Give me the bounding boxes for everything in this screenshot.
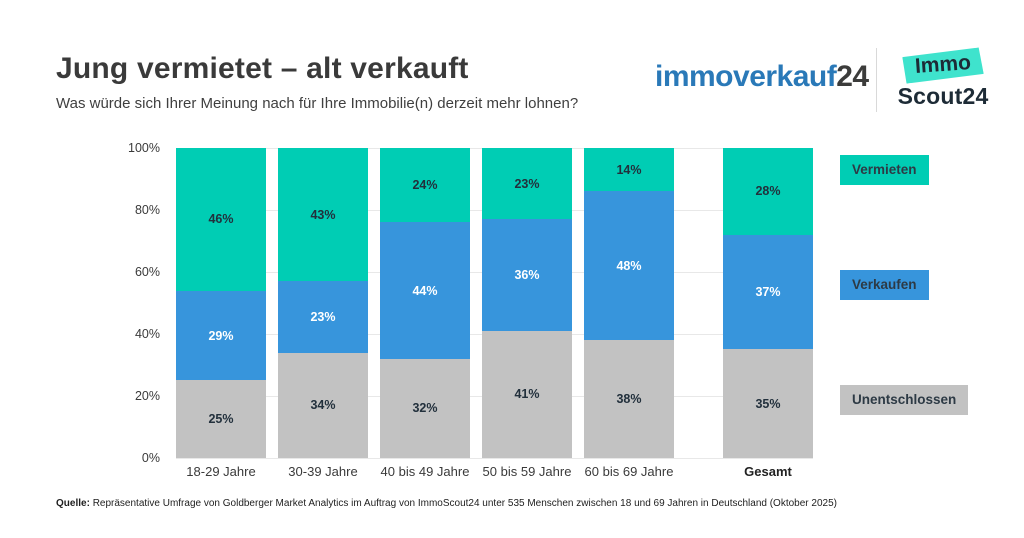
logo-divider (876, 48, 877, 112)
immoverkauf-logo-suffix: 24 (836, 60, 869, 93)
stacked-bar: 24% 44% 32% (380, 148, 470, 458)
stacked-bar: 14% 48% 38% (584, 148, 674, 458)
bar-segment-vermieten: 23% (482, 148, 572, 220)
segment-value-label: 32% (412, 401, 438, 416)
segment-value-label: 46% (208, 212, 234, 227)
legend-item-vermieten: Vermieten (840, 155, 929, 185)
plot-area: 46% 29% 25% 18-29 Jahre 43% 23% 34% 30-39 Jahre… (176, 148, 813, 479)
source-note: Quelle: Repräsentative Umfrage von Goldb… (56, 498, 976, 509)
y-axis-label: 100% (128, 141, 160, 155)
immoscout-logo-text: Scout24 (897, 83, 989, 109)
segment-value-label: 36% (514, 268, 540, 283)
y-axis-label: 60% (134, 265, 160, 279)
bar-segment-verkaufen: 23% (278, 281, 368, 353)
x-axis-label: Gesamt (744, 464, 792, 479)
legend-item-verkaufen: Verkaufen (840, 270, 929, 300)
stacked-bar: 28% 37% 35% (723, 148, 813, 458)
segment-value-label: 24% (412, 178, 438, 193)
bar-segment-unentschlossen: 38% (584, 340, 674, 458)
y-axis-label: 40% (134, 327, 160, 341)
immoscout24-logo: Immo Scout24 (888, 50, 998, 110)
y-axis-label: 20% (134, 389, 160, 403)
bar-segment-unentschlossen: 25% (176, 380, 266, 458)
bar-segment-verkaufen: 37% (723, 234, 813, 350)
bar-segment-vermieten: 46% (176, 148, 266, 291)
x-axis-label: 50 bis 59 Jahre (482, 464, 572, 479)
segment-value-label: 25% (208, 412, 234, 427)
bar-segment-vermieten: 14% (584, 148, 674, 192)
immoverkauf-logo-word: immoverkauf (655, 60, 837, 93)
bar-segment-verkaufen: 29% (176, 290, 266, 381)
y-axis-label: 80% (134, 203, 160, 217)
gridline (176, 458, 813, 459)
y-axis-label: 0% (141, 451, 160, 465)
x-axis-label: 18-29 Jahre (186, 464, 256, 479)
stacked-bar: 23% 36% 41% (482, 148, 572, 458)
segment-value-label: 35% (755, 396, 781, 411)
bar-segment-unentschlossen: 41% (482, 330, 572, 458)
segment-value-label: 43% (310, 207, 336, 222)
segment-value-label: 34% (310, 398, 336, 413)
immoscout-logo-sticker: Immo (902, 47, 984, 84)
y-axis: 100% 80% 60% 40% 20% 0% (120, 141, 168, 465)
segment-value-label: 23% (514, 176, 540, 191)
segment-value-label: 23% (310, 309, 336, 324)
bar-segment-verkaufen: 44% (380, 222, 470, 359)
segment-value-label: 38% (616, 392, 642, 407)
bar-segment-unentschlossen: 34% (278, 352, 368, 458)
x-axis-label: 30-39 Jahre (288, 464, 358, 479)
source-text: Repräsentative Umfrage von Goldberger Ma… (92, 498, 837, 509)
bar-segment-unentschlossen: 35% (723, 349, 813, 458)
segment-value-label: 41% (514, 387, 540, 402)
page-subtitle: Was würde sich Ihrer Meinung nach für Ih… (56, 95, 579, 112)
stacked-bar: 46% 29% 25% (176, 148, 266, 458)
source-label: Quelle: (56, 498, 90, 509)
segment-value-label: 28% (755, 184, 781, 199)
bar-segment-vermieten: 24% (380, 148, 470, 223)
page-title: Jung vermietet – alt verkauft (56, 52, 469, 85)
legend-item-unentschlossen: Unentschlossen (840, 385, 969, 415)
segment-value-label: 29% (208, 328, 234, 343)
chart-legend: Vermieten Verkaufen Unentschlossen (840, 148, 970, 458)
segment-value-label: 48% (616, 258, 642, 273)
bar-segment-verkaufen: 48% (584, 191, 674, 341)
segment-value-label: 44% (412, 283, 438, 298)
x-axis-label: 40 bis 49 Jahre (380, 464, 470, 479)
bar-segment-vermieten: 28% (723, 148, 813, 235)
segment-value-label: 14% (616, 162, 642, 177)
bar-segment-unentschlossen: 32% (380, 358, 470, 458)
immoverkauf24-logo: immoverkauf24 (655, 60, 869, 94)
bar-segment-verkaufen: 36% (482, 219, 572, 331)
segment-value-label: 37% (755, 285, 781, 300)
bar-segment-vermieten: 43% (278, 148, 368, 282)
stacked-bar: 43% 23% 34% (278, 148, 368, 458)
x-axis-label: 60 bis 69 Jahre (584, 464, 674, 479)
